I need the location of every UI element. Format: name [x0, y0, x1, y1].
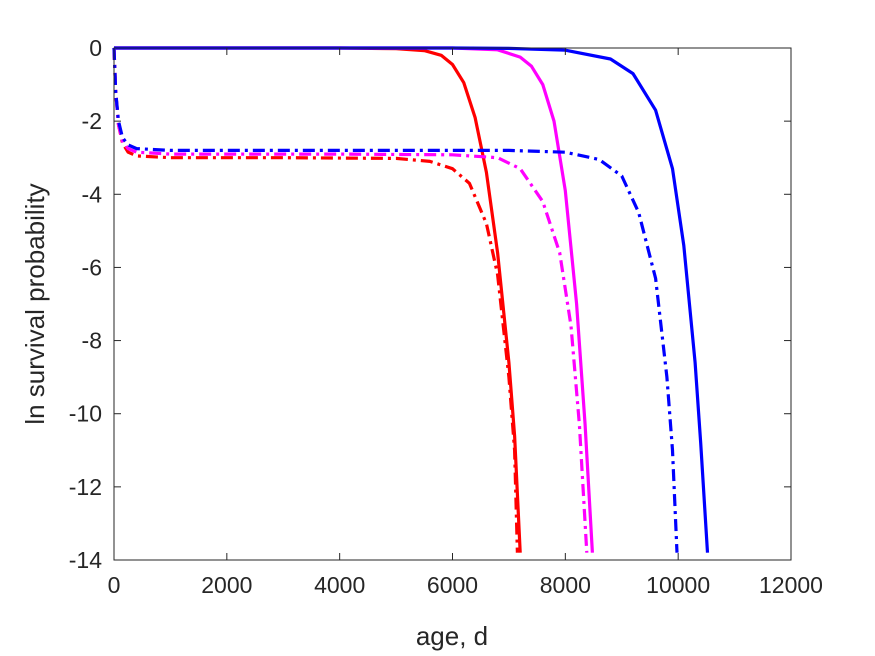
y-tick-label: 0	[89, 35, 102, 61]
y-tick-label: -4	[82, 181, 103, 207]
x-tick-label: 4000	[314, 572, 365, 598]
series-line-6	[112, 47, 679, 553]
x-tick-label: 2000	[201, 572, 252, 598]
y-tick-label: -10	[69, 401, 102, 427]
y-axis-title: ln survival probability	[20, 183, 50, 424]
plot-area	[114, 48, 791, 560]
x-tick-label: 6000	[427, 572, 478, 598]
x-tick-label: 0	[108, 572, 121, 598]
x-axis-title: age, d	[416, 621, 488, 651]
x-tick-label: 12000	[759, 572, 823, 598]
y-tick-label: -8	[82, 328, 102, 354]
x-tick-label: 8000	[540, 572, 591, 598]
y-tick-label: -12	[69, 474, 102, 500]
y-tick-label: -6	[82, 254, 102, 280]
series-line-4	[112, 47, 519, 553]
x-tick-label: 10000	[646, 572, 710, 598]
y-tick-label: -14	[69, 547, 102, 573]
y-tick-label: -2	[82, 108, 102, 134]
tick-layer: 0 2000 4000 6000 8000 10000 12000 0 -2 -4 -6 -8 -10 -…	[69, 35, 823, 598]
